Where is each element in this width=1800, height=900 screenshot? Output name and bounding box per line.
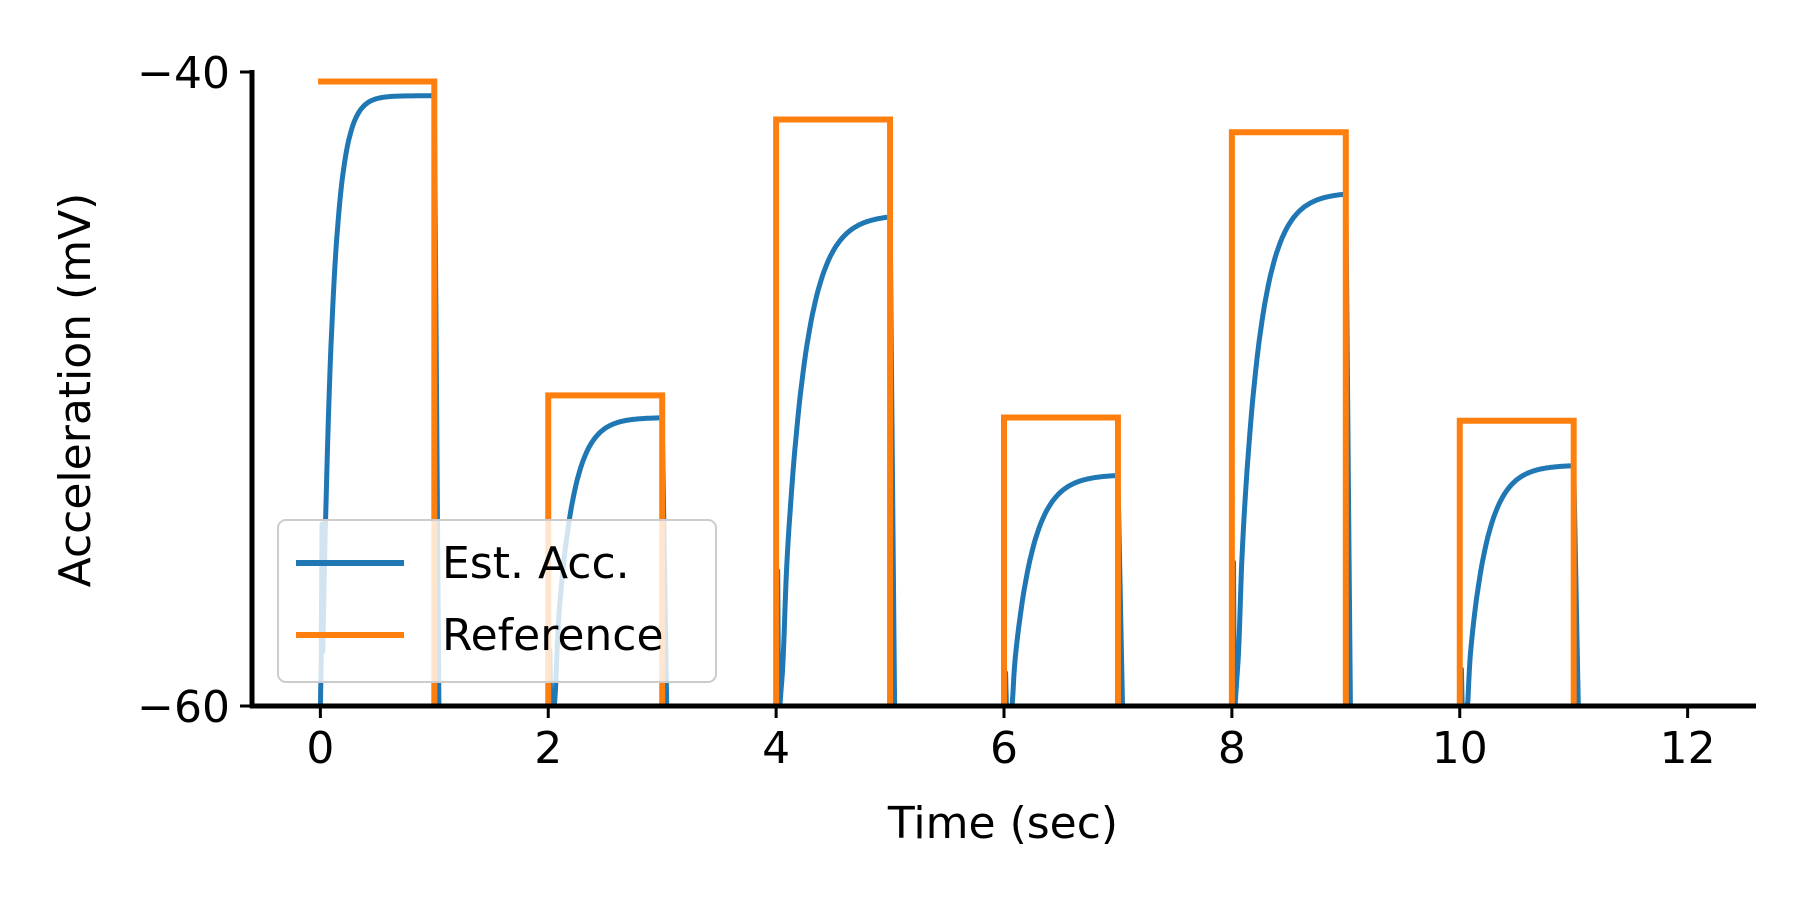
legend-label-reference: Reference bbox=[442, 610, 664, 661]
y-tick-label: −40 bbox=[137, 48, 230, 99]
legend-label-est-acc: Est. Acc. bbox=[442, 538, 630, 589]
x-tick-label: 4 bbox=[762, 723, 790, 774]
x-tick-label: 12 bbox=[1660, 723, 1716, 774]
x-tick-label: 2 bbox=[534, 723, 562, 774]
series-reference-pulse bbox=[1228, 129, 1349, 706]
y-tick-label: −60 bbox=[137, 682, 230, 733]
series-reference-pulse bbox=[773, 116, 894, 706]
x-tick-label: 0 bbox=[306, 723, 334, 774]
y-axis-ticks: −60 −40 bbox=[137, 48, 252, 733]
x-axis-ticks: 0 2 4 6 8 10 12 bbox=[306, 706, 1716, 774]
legend: Est. Acc. Reference bbox=[277, 519, 717, 683]
x-tick-label: 8 bbox=[1218, 723, 1246, 774]
series-reference-pulse bbox=[318, 78, 438, 706]
x-tick-label: 6 bbox=[990, 723, 1018, 774]
series-reference-pulse bbox=[1456, 417, 1577, 706]
x-tick-label: 10 bbox=[1432, 723, 1488, 774]
y-axis-title: Acceleration (mV) bbox=[50, 193, 101, 588]
x-axis-title: Time (sec) bbox=[887, 798, 1118, 849]
series-reference-pulse bbox=[1001, 414, 1121, 706]
